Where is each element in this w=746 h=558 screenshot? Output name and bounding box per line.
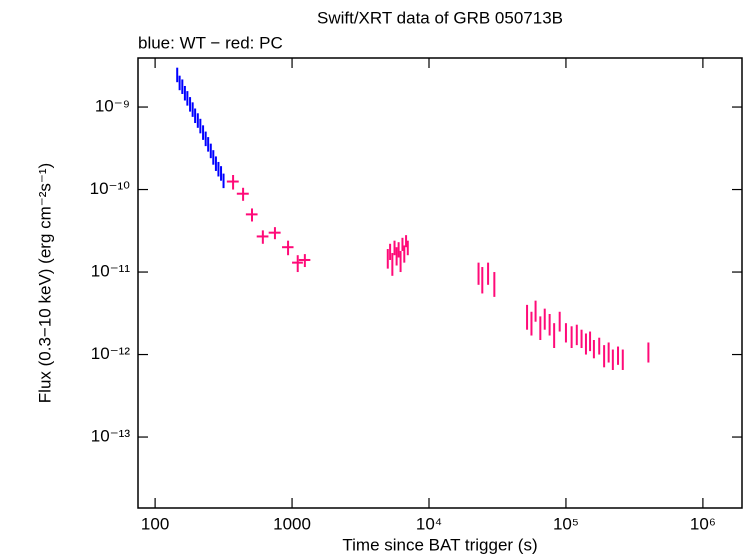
y-tick-label: 10⁻¹³ <box>91 427 131 446</box>
x-axis-label: Time since BAT trigger (s) <box>342 535 537 554</box>
y-tick-label: 10⁻¹² <box>91 344 131 363</box>
x-tick-label: 10⁵ <box>553 514 579 533</box>
x-tick-label: 1000 <box>273 514 311 533</box>
x-tick-label: 10⁴ <box>416 514 442 533</box>
y-axis-label: Flux (0.3−10 keV) (erg cm⁻²s⁻¹) <box>35 163 54 403</box>
y-tick-label: 10⁻⁹ <box>95 97 130 116</box>
y-tick-label: 10⁻¹¹ <box>91 262 131 281</box>
chart-title: Swift/XRT data of GRB 050713B <box>317 8 563 27</box>
x-tick-label: 100 <box>141 514 169 533</box>
y-tick-label: 10⁻¹⁰ <box>90 179 131 198</box>
chart-subtitle: blue: WT − red: PC <box>138 33 283 52</box>
x-tick-label: 10⁶ <box>690 514 716 533</box>
plot-frame <box>137 57 743 509</box>
